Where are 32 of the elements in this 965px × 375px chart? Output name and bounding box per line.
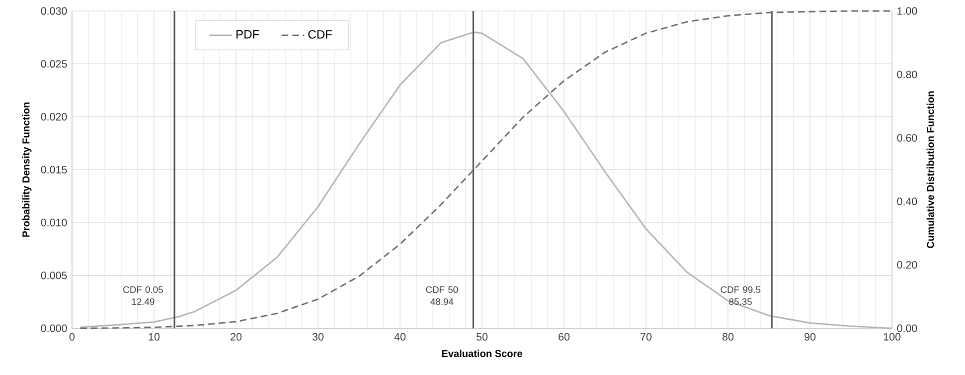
x-tick-label: 50 (476, 333, 488, 341)
legend-label: CDF (308, 30, 332, 39)
y2-tick-label: 0.40 (897, 198, 918, 206)
x-tick-label: 20 (230, 333, 242, 341)
x-tick-label: 10 (148, 333, 160, 341)
x-tick-label: 100 (884, 333, 900, 341)
y-tick-label: 0.030 (41, 7, 67, 15)
y2-tick-label: 0.60 (897, 134, 918, 142)
y-tick-label: 0.005 (41, 272, 67, 280)
ref-line-label: CDF 50 48.94 (426, 286, 458, 305)
x-axis-title: Evaluation Score (442, 350, 522, 358)
y2-axis-title: Cumulative Distribution Function (926, 91, 934, 248)
y-tick-label: 0.010 (41, 218, 67, 226)
y2-tick-label: 0.80 (897, 70, 918, 78)
y-tick-label: 0.025 (41, 60, 67, 68)
y-tick-label: 0.020 (41, 113, 67, 121)
y2-tick-label: 1.00 (898, 7, 918, 15)
x-tick-label: 80 (722, 333, 734, 341)
x-tick-label: 0 (69, 333, 75, 341)
x-tick-label: 60 (558, 333, 570, 341)
y2-tick-label: 0.20 (897, 261, 918, 269)
x-tick-label: 30 (312, 333, 324, 341)
y2-tick-label: 0.00 (897, 324, 918, 332)
ref-line-label: CDF 0.05 12.49 (123, 286, 163, 305)
y-axis-title: Probability Density Function (22, 102, 32, 237)
x-tick-label: 40 (394, 333, 406, 341)
ref-line-label: CDF 99.5 85.35 (720, 286, 760, 305)
y-tick-label: 0.015 (41, 166, 67, 174)
legend-label: PDF (236, 30, 260, 38)
y-tick-label: 0.000 (41, 324, 67, 332)
x-tick-label: 90 (804, 333, 816, 341)
x-tick-label: 70 (640, 333, 652, 341)
